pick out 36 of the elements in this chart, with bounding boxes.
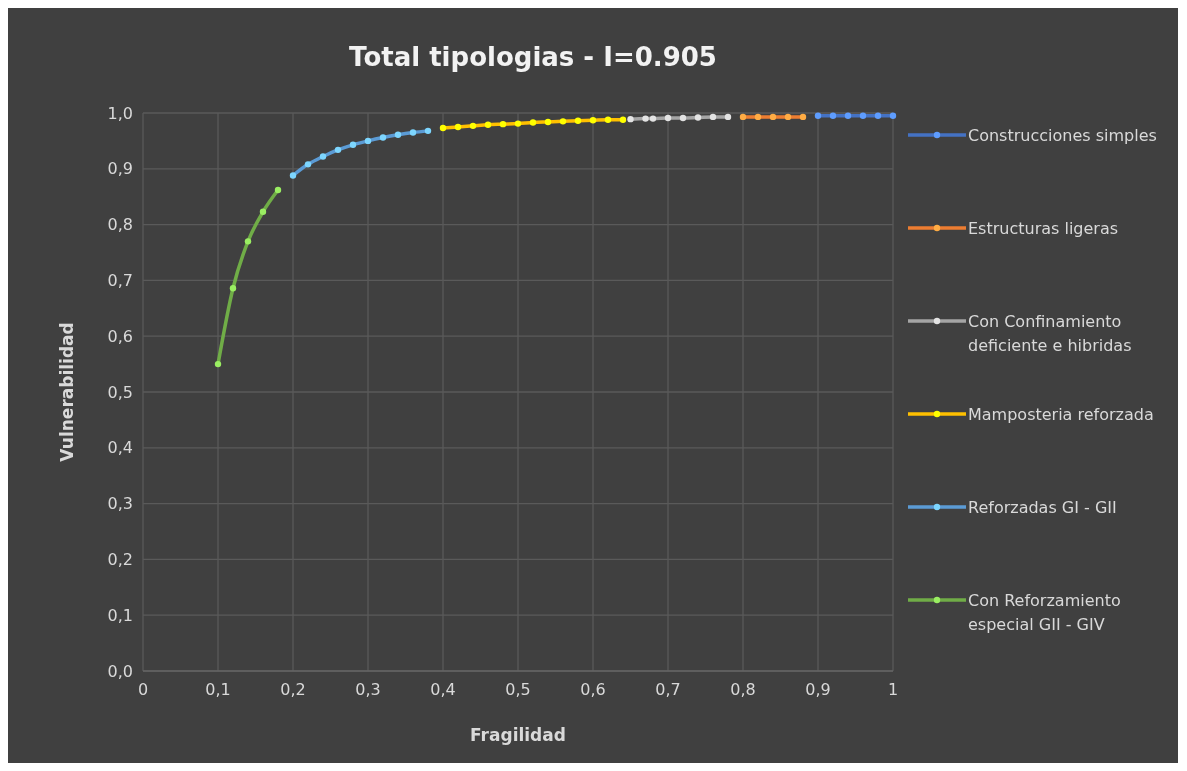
x-tick-label: 0,8 xyxy=(730,680,756,699)
point xyxy=(769,113,777,121)
y-tick-label: 0,3 xyxy=(107,494,133,514)
x-tick-label: 0,9 xyxy=(805,680,831,699)
y-tick-label: 0,6 xyxy=(107,326,133,346)
y-tick-label: 0,0 xyxy=(107,661,133,681)
legend-label: Con Confinamiento deficiente e hibridas xyxy=(968,311,1132,355)
y-tick-label: 0,8 xyxy=(107,215,133,235)
x-tick-label: 0,6 xyxy=(580,680,606,699)
point xyxy=(754,113,762,121)
legend-label: Reforzadas GI - GII xyxy=(968,497,1117,517)
x-tick-label: 0,7 xyxy=(655,680,681,699)
y-tick-label: 0,1 xyxy=(107,605,133,625)
x-tick-label: 0,5 xyxy=(505,680,531,699)
legend-label: Mamposteria reforzada xyxy=(968,404,1154,424)
chart-title: Total tipologias - I=0.905 xyxy=(349,42,717,72)
y-tick-label: 0,7 xyxy=(107,271,133,290)
x-tick-label: 0 xyxy=(137,680,149,699)
point xyxy=(799,113,807,121)
y-tick-label: 0,2 xyxy=(107,550,133,569)
legend-label: Con Reforzamiento especial GII - GIV xyxy=(968,590,1121,634)
x-axis-title: Fragilidad xyxy=(470,725,566,745)
y-tick-label: 1,0 xyxy=(107,103,133,123)
x-tick-label: 0,3 xyxy=(355,680,381,699)
x-tick-label: 1 xyxy=(887,680,899,699)
y-tick-label: 0,9 xyxy=(107,159,133,179)
legend-label: Construcciones simples xyxy=(968,125,1157,145)
y-tick-label: 0,4 xyxy=(107,438,133,458)
x-tick-label: 0,2 xyxy=(280,680,306,699)
x-tick-label: 0,4 xyxy=(430,680,456,699)
y-axis-title: Vulnerabilidad xyxy=(57,322,77,462)
point xyxy=(739,113,747,121)
x-tick-label: 0,1 xyxy=(205,680,231,699)
legend-label: Estructuras ligeras xyxy=(968,218,1119,238)
y-tick-label: 0,5 xyxy=(107,382,133,402)
point xyxy=(784,113,792,121)
